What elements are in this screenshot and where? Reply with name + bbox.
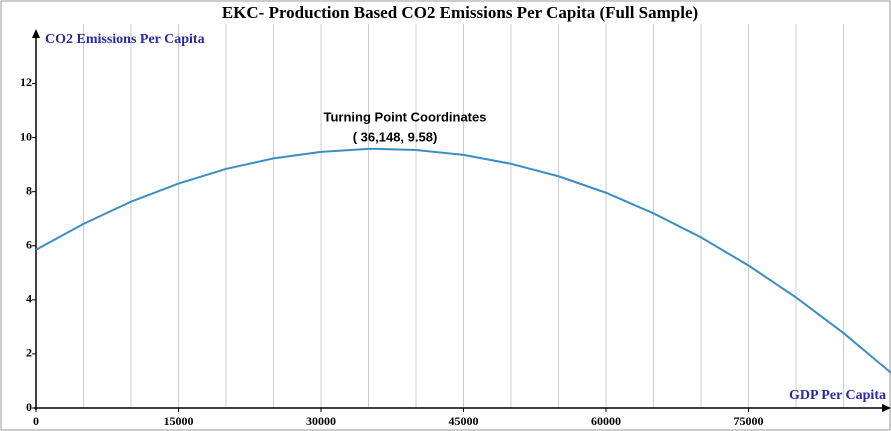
x-tick-label: 15000 [164, 414, 194, 428]
annotation: ( 36,148, 9.58) [353, 129, 438, 144]
y-tick-label: 12 [20, 75, 32, 89]
x-tick-label: 60000 [591, 414, 621, 428]
y-tick-label: 8 [26, 183, 32, 197]
y-tick-label: 10 [20, 129, 32, 143]
x-tick-label: 45000 [449, 414, 479, 428]
y-tick-label: 6 [26, 237, 32, 251]
y-axis-arrow [32, 29, 40, 38]
y-tick-label: 2 [26, 346, 32, 360]
x-axis-label: GDP Per Capita [789, 388, 886, 403]
y-tick-label: 4 [26, 292, 32, 306]
x-tick-label: 0 [33, 414, 39, 428]
y-tick-label: 0 [26, 400, 32, 414]
y-axis-label: CO2 Emissions Per Capita [45, 32, 205, 47]
chart-title: EKC- Production Based CO2 Emissions Per … [222, 3, 698, 22]
x-tick-label: 30000 [306, 414, 336, 428]
line-series [35, 147, 891, 374]
x-tick-label: 75000 [734, 414, 764, 428]
annotation: Turning Point Coordinates [324, 109, 487, 124]
x-axis-arrow [882, 404, 891, 412]
